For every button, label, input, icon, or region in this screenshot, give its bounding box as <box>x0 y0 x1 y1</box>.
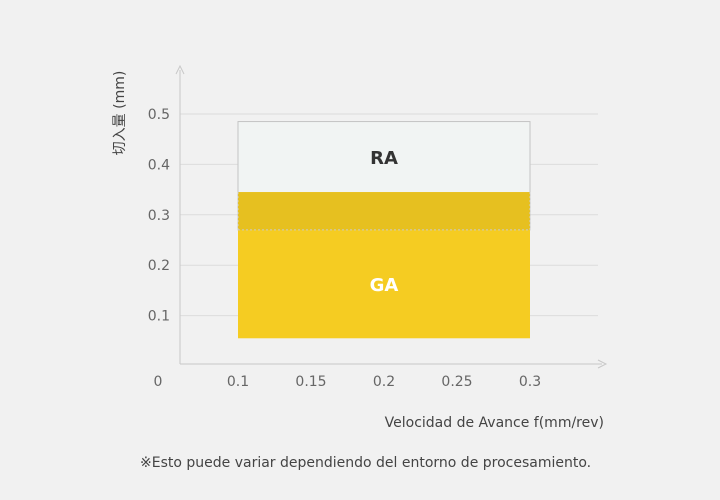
region-label-ra: RA <box>370 148 398 169</box>
x-tick-label: 0.1 <box>227 374 249 390</box>
axes <box>175 64 608 369</box>
x-axis-label: Velocidad de Avance f(mm/rev) <box>385 415 604 431</box>
y-tick-label: 0.2 <box>148 258 170 274</box>
y-tick-label: 0.4 <box>148 157 170 173</box>
y-tick-label: 0.5 <box>148 107 170 123</box>
x-tick-label: 0.2 <box>373 374 395 390</box>
x-tick-label: 0.15 <box>295 374 326 390</box>
y-tick-label: 0.3 <box>148 208 170 224</box>
region-label-ga: GA <box>370 275 399 296</box>
y-axis-arrow-icon <box>175 64 185 75</box>
processing-note: ※Esto puede variar dependiendo del entor… <box>140 455 592 471</box>
regions: RA GA <box>237 121 531 339</box>
x-tick-label: 0.3 <box>519 374 541 390</box>
origin-label: 0 <box>154 374 163 390</box>
x-tick-label: 0.25 <box>441 374 472 390</box>
tick-labels: 0.1 0.2 0.3 0.4 0.5 0.1 0.15 0.2 0.25 0.3 <box>148 107 541 390</box>
x-axis-arrow-icon <box>597 359 608 369</box>
region-overlap <box>238 192 530 230</box>
y-tick-label: 0.1 <box>148 309 170 325</box>
y-axis-label: 切入量 (mm) <box>112 71 128 156</box>
